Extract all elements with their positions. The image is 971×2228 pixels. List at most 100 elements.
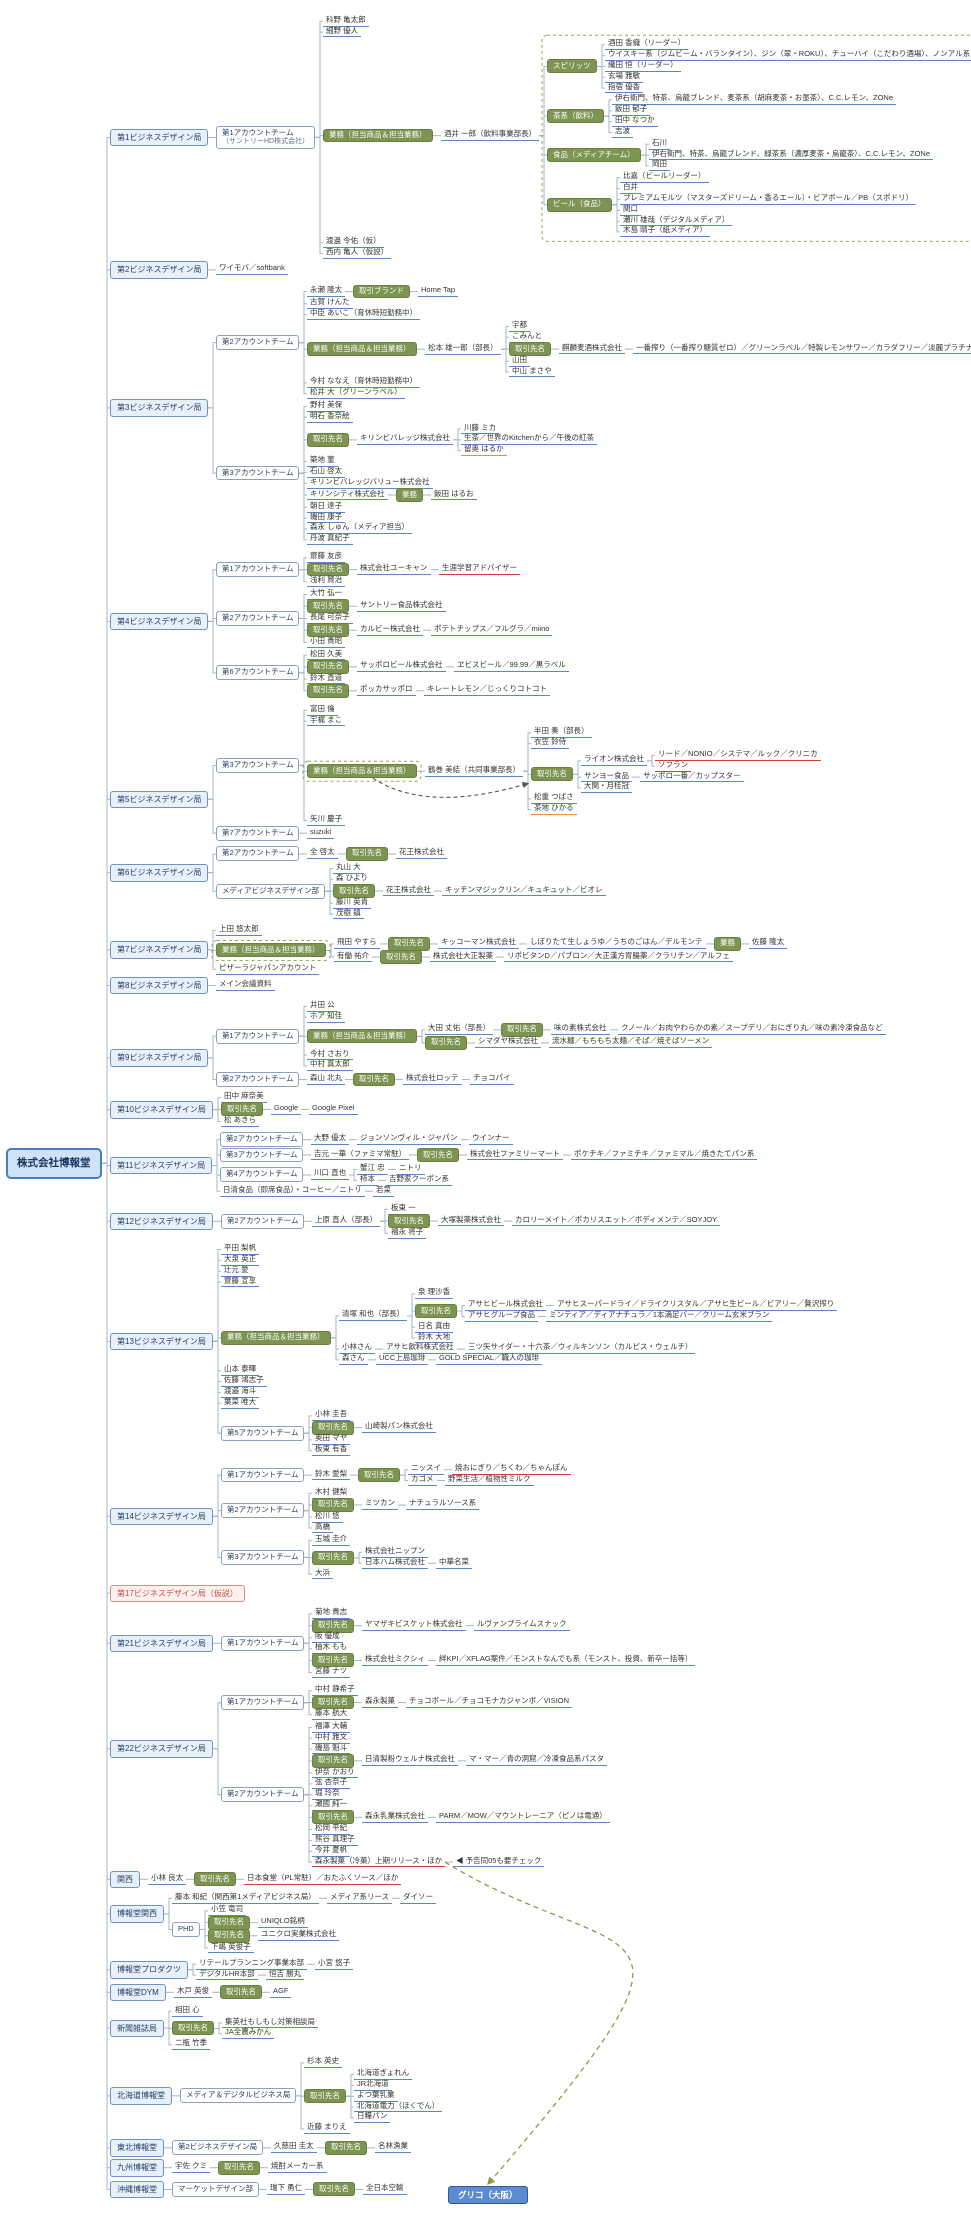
member-node[interactable]: 柿本	[357, 1174, 378, 1186]
team-node[interactable]: 第2ビジネスデザイン局	[172, 2140, 264, 2156]
member-node[interactable]: 酒田 香織（リーダー）	[605, 38, 689, 51]
member-node[interactable]: 松川 悠	[312, 1511, 343, 1523]
team-node[interactable]: 第2アカウントチーム	[216, 610, 300, 626]
member-node[interactable]: 科野 亀太郎	[323, 15, 369, 27]
member-node[interactable]: 藤本 航大	[312, 1708, 351, 1721]
member-node[interactable]: 小宮 悠子	[315, 1958, 354, 1970]
member-node[interactable]: 磯田 康子	[307, 512, 346, 524]
member-node[interactable]: 高橋	[312, 1522, 333, 1534]
client-brand-node[interactable]: 大塚製薬株式会社	[438, 1215, 504, 1227]
category-tag[interactable]: 取引先名	[312, 1550, 354, 1565]
client-brand-node[interactable]: キリンシティ株式会社	[307, 489, 388, 501]
member-node[interactable]: 飯田 はるお	[431, 489, 477, 501]
client-brand-node[interactable]: サッポロビール株式会社	[357, 660, 446, 673]
member-node[interactable]: 磯島 魁斗	[312, 1743, 351, 1755]
department-node[interactable]: 第5ビジネスデザイン局	[110, 790, 209, 809]
member-node[interactable]: 中山 まさや	[509, 366, 555, 378]
member-node[interactable]: 恒吉 勝丸	[266, 1969, 305, 1981]
team-node[interactable]: 第1アカウントチーム	[221, 1467, 305, 1483]
member-node[interactable]: 平田 梨帆	[221, 1243, 260, 1255]
member-node[interactable]: 玄場 雅敏	[605, 71, 644, 83]
department-node[interactable]: 第1ビジネスデザイン局	[110, 128, 209, 147]
category-tag[interactable]: 取引先名	[307, 599, 349, 614]
member-node[interactable]: ホア 知佳	[307, 1011, 346, 1023]
category-tag[interactable]: 取引先名	[312, 1753, 354, 1768]
category-tag[interactable]: 取引先名	[307, 659, 349, 674]
client-brand-node[interactable]: 森永乳業株式会社	[362, 1811, 428, 1823]
member-node[interactable]: 岡田	[649, 159, 670, 172]
category-tag[interactable]: 取引先名	[208, 1928, 250, 1943]
client-brand-node[interactable]: 焼酎メーカー系	[268, 2161, 327, 2174]
member-node[interactable]: 中臣 あいこ（育休時短勤務中）	[307, 308, 421, 320]
department-node[interactable]: 第17ビジネスデザイン局（仮説）	[110, 1584, 245, 1603]
category-tag[interactable]: 業務（担当商品＆担当業務）	[216, 943, 326, 958]
client-brand-node[interactable]: カゴメ	[408, 1474, 437, 1486]
member-node[interactable]: 飛田 やすら	[334, 938, 380, 950]
member-node[interactable]: 川藤 ミカ	[461, 423, 500, 435]
member-node[interactable]: 柚木 もも	[312, 1642, 351, 1655]
client-brand-node[interactable]: 株式会社大正製薬	[430, 951, 496, 963]
member-node[interactable]: 山田	[509, 355, 530, 367]
member-node[interactable]: 小林 圭吾	[312, 1409, 351, 1422]
department-node[interactable]: 博報堂プロダクツ	[110, 1961, 188, 1979]
member-node[interactable]: 古賀 けんた	[307, 297, 353, 310]
member-node[interactable]: 松重 つばさ	[531, 792, 577, 805]
member-node[interactable]: 石川	[649, 138, 670, 150]
department-node[interactable]: 新聞雑誌局	[110, 2019, 164, 2037]
client-brand-node[interactable]: UCC上島珈琲	[376, 1353, 429, 1366]
client-brand-node[interactable]: 山崎製パン株式会社	[362, 1421, 436, 1433]
client-brand-node[interactable]: 花王株式会社	[396, 848, 447, 860]
member-node[interactable]: 福永 将子	[388, 1227, 427, 1239]
client-brand-node[interactable]: Home Tap	[418, 285, 459, 297]
member-node[interactable]: 森山 北丸	[307, 1073, 346, 1085]
member-node[interactable]: 白井	[620, 182, 641, 194]
team-node[interactable]: 第3アカウントチーム	[221, 1549, 305, 1565]
department-node[interactable]: 第7ビジネスデザイン局	[110, 941, 209, 959]
department-node[interactable]: 沖縄博報堂	[110, 2180, 164, 2199]
client-brand-node[interactable]: 野菜生活／植物性ミルク	[445, 1474, 534, 1486]
member-node[interactable]: 志波	[612, 126, 633, 138]
member-node[interactable]: 大竹 弘一	[307, 588, 346, 600]
category-tag[interactable]: 取引先名	[312, 1618, 354, 1633]
client-brand-node[interactable]: 株式会社ユーキャン	[357, 563, 431, 575]
member-node[interactable]: 堀 玲奈	[312, 1788, 343, 1801]
client-brand-node[interactable]: ポテトチップス／フルグラ／miino	[431, 624, 553, 636]
category-tag[interactable]: 取引先名	[194, 1872, 236, 1887]
member-node[interactable]: 鈴木 大地	[415, 1332, 454, 1344]
member-node[interactable]: 丸山 大	[333, 862, 364, 874]
member-node[interactable]: 築地 菫	[307, 455, 338, 467]
member-node[interactable]: 明石 香奈絵	[307, 411, 353, 423]
member-node[interactable]: 山本 泰暉	[221, 1364, 260, 1377]
category-tag[interactable]: 取引先名	[312, 1810, 354, 1825]
category-tag[interactable]: 取引ブランド	[353, 284, 410, 299]
client-brand-node[interactable]: GOLD SPECIAL／職人の珈琲	[436, 1353, 543, 1366]
category-tag[interactable]: 取引先名	[380, 950, 422, 964]
client-brand-node[interactable]: JR北海道	[354, 2079, 392, 2091]
member-node[interactable]: 松田 久美	[307, 649, 346, 661]
category-tag[interactable]: 取引先名	[358, 1468, 400, 1482]
member-node[interactable]: 長尾 可奈子	[307, 612, 353, 624]
team-node[interactable]: 第1アカウントチーム （サントリーHD株式会社）	[216, 125, 316, 150]
client-brand-node[interactable]: マ・マー／青の洞窟／冷凍食品系パスタ	[466, 1754, 607, 1767]
client-brand-node[interactable]: 株式会社ファミリーマート	[467, 1149, 563, 1161]
member-node[interactable]: 中村 静希子	[312, 1684, 358, 1697]
member-node[interactable]: 上原 直人（部長）	[312, 1215, 381, 1227]
department-node[interactable]: 北海道博報堂	[110, 2087, 172, 2105]
client-brand-node[interactable]: ニッスイ	[408, 1463, 444, 1476]
department-node[interactable]: 博報堂DYM	[110, 1983, 166, 2002]
member-node[interactable]: 伊奈 かおり	[312, 1767, 358, 1779]
member-node[interactable]: 渡邉 海斗	[221, 1386, 260, 1398]
department-node[interactable]: 第10ビジネスデザイン局	[110, 1101, 213, 1119]
torihiki5[interactable]: 取引先名	[531, 767, 573, 782]
client-brand-node[interactable]: 日清食品（即席食品）・コーヒー／ニトリ	[220, 1185, 365, 1197]
category-tag[interactable]: 取引先名	[313, 2182, 355, 2197]
member-node[interactable]: 松本 雄一郎（部長）	[425, 343, 501, 355]
client-brand-node[interactable]: ウイスキー系（ジムビーム・バランタイン）、ジン（翠・ROKU）、チューハイ（こだ…	[605, 49, 971, 61]
client-brand-node[interactable]: メディア系リース	[327, 1892, 393, 1904]
member-node[interactable]: 矢川 慶子	[307, 814, 346, 826]
gyomu5[interactable]: 業務（担当商品＆担当業務）	[307, 764, 417, 779]
client-brand-node[interactable]: ピザーラジャパンアカウント	[216, 963, 320, 975]
department-node[interactable]: 第21ビジネスデザイン局	[110, 1634, 213, 1653]
member-node[interactable]: 酒井 一郎（飲料事業部長）	[441, 129, 540, 141]
member-node[interactable]: 小笠 竜司	[208, 1904, 247, 1917]
